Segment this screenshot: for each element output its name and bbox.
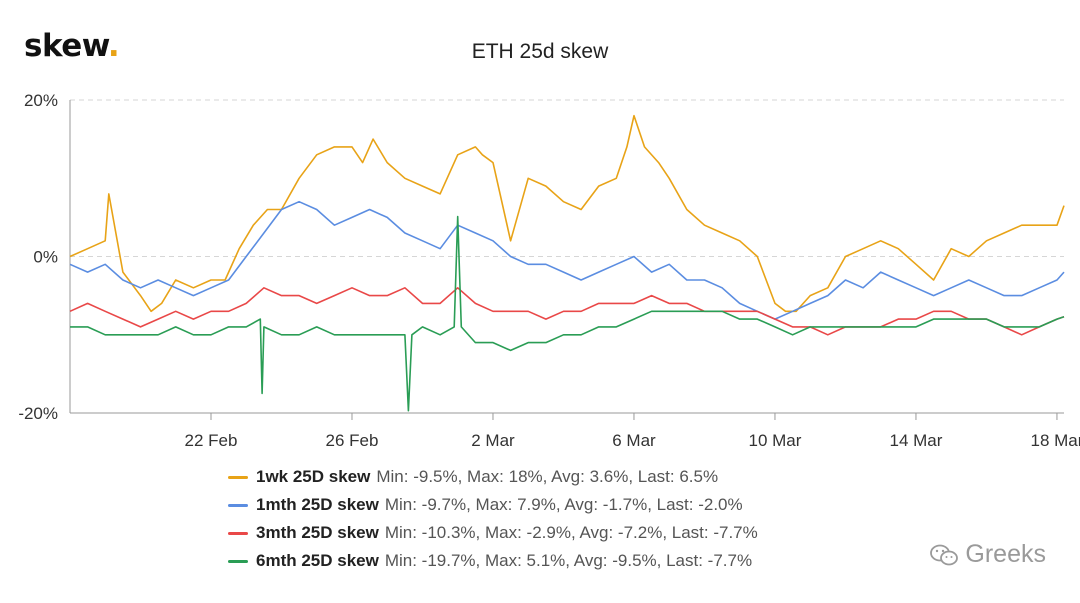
y-tick-label: 0% <box>33 248 58 267</box>
legend-stats: Min: -19.7%, Max: 5.1%, Avg: -9.5%, Last… <box>384 551 753 570</box>
legend-item-1wk[interactable]: 1wk 25D skew Min: -9.5%, Max: 18%, Avg: … <box>228 463 758 491</box>
legend-item-1mth[interactable]: 1mth 25D skew Min: -9.7%, Max: 7.9%, Avg… <box>228 491 758 519</box>
x-tick-label: 6 Mar <box>612 431 656 450</box>
legend-stats: Min: -9.5%, Max: 18%, Avg: 3.6%, Last: 6… <box>376 467 719 486</box>
legend-stats: Min: -9.7%, Max: 7.9%, Avg: -1.7%, Last:… <box>384 495 743 514</box>
series-line-0 <box>69 114 1065 313</box>
brand-logo: skew. <box>24 28 120 64</box>
watermark-text: Greeks <box>965 540 1046 568</box>
legend-label: 1mth 25D skew <box>256 495 379 514</box>
legend-swatch <box>228 475 248 479</box>
legend: 1wk 25D skew Min: -9.5%, Max: 18%, Avg: … <box>228 463 758 575</box>
watermark: Greeks <box>929 540 1046 569</box>
legend-item-3mth[interactable]: 3mth 25D skew Min: -10.3%, Max: -2.9%, A… <box>228 519 758 547</box>
y-tick-label: -20% <box>18 404 58 423</box>
legend-item-6mth[interactable]: 6mth 25D skew Min: -19.7%, Max: 5.1%, Av… <box>228 547 758 575</box>
x-tick-label: 10 Mar <box>749 431 802 450</box>
legend-swatch <box>228 559 248 563</box>
legend-label: 1wk 25D skew <box>256 467 371 486</box>
x-tick-label: 22 Feb <box>185 431 238 450</box>
legend-stats: Min: -10.3%, Max: -2.9%, Avg: -7.2%, Las… <box>384 523 758 542</box>
legend-label: 6mth 25D skew <box>256 551 379 570</box>
x-tick-label: 18 Mar <box>1030 431 1080 450</box>
legend-swatch <box>228 503 248 507</box>
x-tick-label: 14 Mar <box>889 431 942 450</box>
series-line-1 <box>69 200 1065 320</box>
chart-lines <box>69 114 1065 412</box>
y-axis: 20% 0% -20% <box>18 91 58 423</box>
x-tick-label: 2 Mar <box>471 431 515 450</box>
legend-label: 3mth 25D skew <box>256 523 379 542</box>
legend-swatch <box>228 531 248 535</box>
y-tick-label: 20% <box>24 91 58 110</box>
series-line-2 <box>69 287 1065 336</box>
series-line-3 <box>70 215 1065 412</box>
chart-title: ETH 25d skew <box>471 40 609 63</box>
wechat-icon <box>930 544 959 565</box>
x-tick-label: 26 Feb <box>326 431 379 450</box>
chart-grid <box>70 99 1064 257</box>
